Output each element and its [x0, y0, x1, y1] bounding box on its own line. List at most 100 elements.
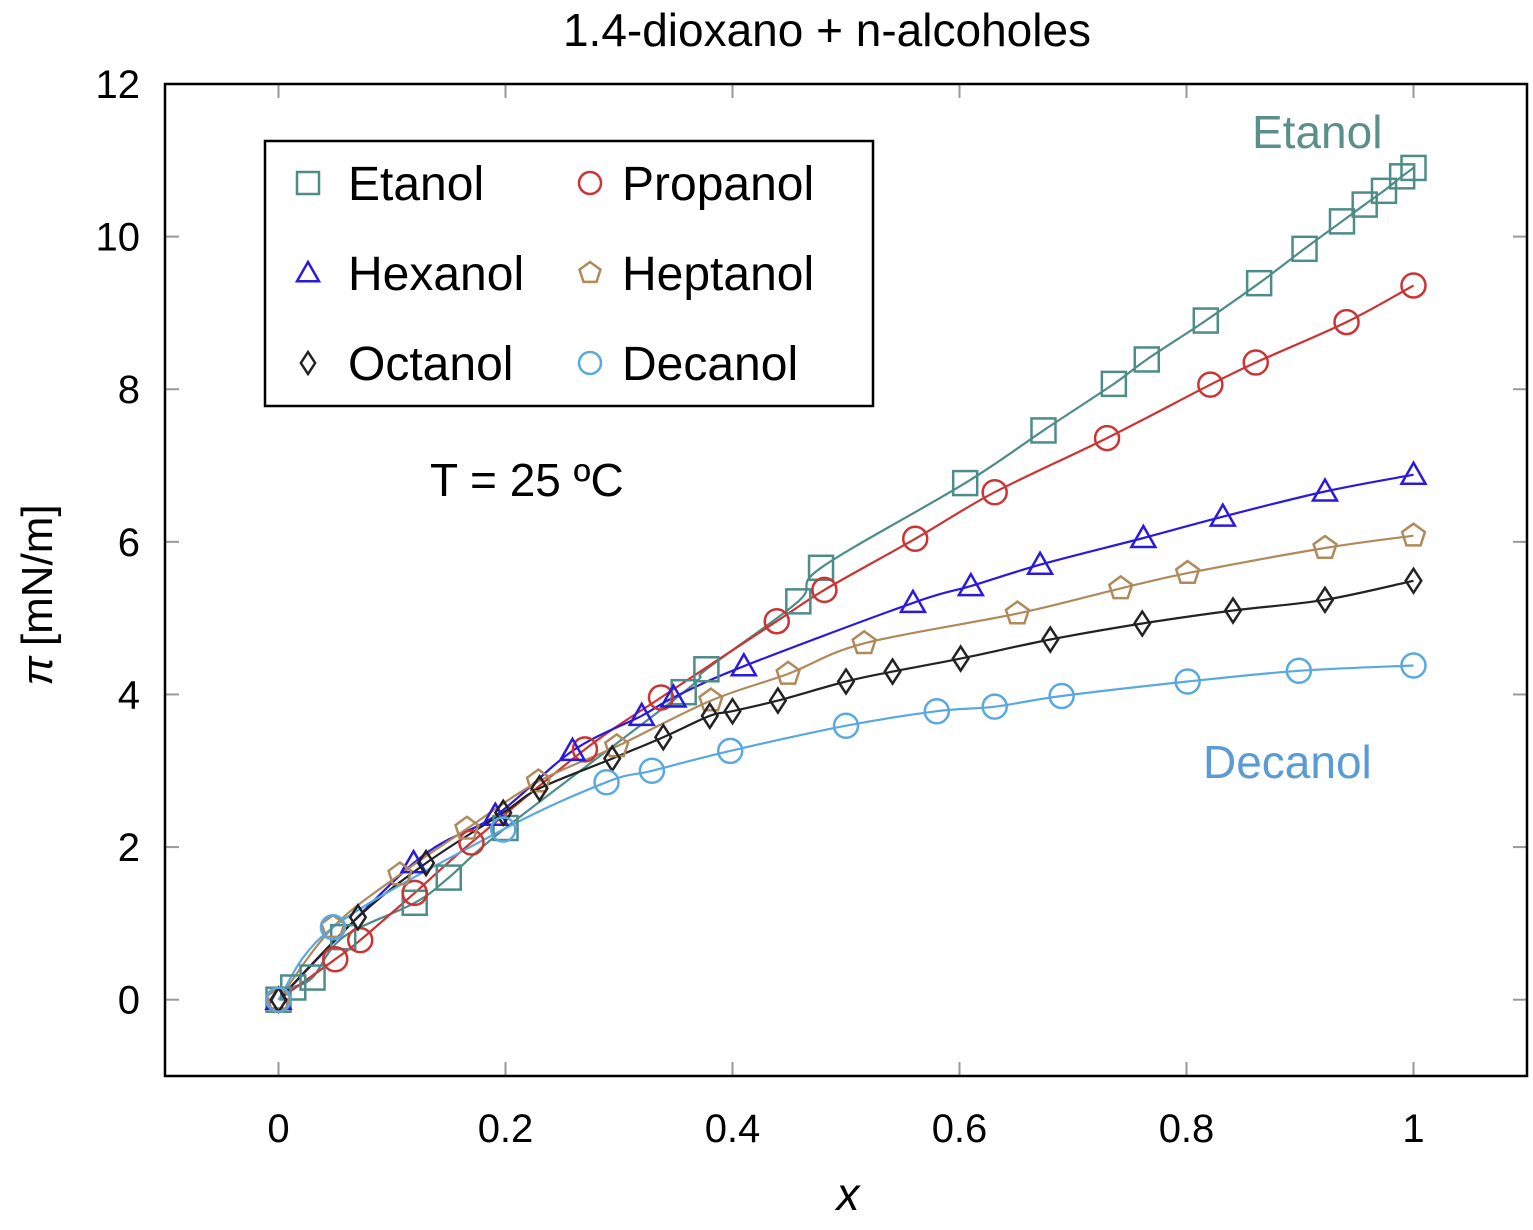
data-point-propanol: [1093, 424, 1121, 452]
x-tick-label: 0: [267, 1107, 289, 1151]
x-axis-label: x: [835, 1168, 862, 1220]
data-point-octanol: [1315, 585, 1335, 615]
x-tick-label: 0.6: [932, 1107, 988, 1151]
data-point-propanol: [811, 576, 838, 604]
temperature-annotation: T = 25 ºC: [430, 454, 624, 506]
data-point-hexanol: [481, 801, 510, 827]
data-point-octanol: [700, 701, 720, 731]
data-point-etanol: [1328, 208, 1356, 235]
data-point-heptanol: [603, 732, 630, 758]
data-point-decanol: [832, 712, 860, 739]
data-point-decanol: [1400, 652, 1427, 679]
data-point-etanol: [299, 964, 326, 991]
y-axis-label: π [mN/m]: [13, 504, 62, 685]
series-line-octanol: [277, 579, 1414, 1001]
chart-title: 1.4-dioxano + n-alcoholes: [563, 4, 1091, 56]
legend: Etanol Propanol Hexanol Heptanol Octanol Deca…: [263, 139, 875, 408]
data-point-etanol: [785, 588, 812, 615]
data-point-decanol: [319, 913, 347, 941]
data-point-heptanol: [1312, 534, 1338, 559]
data-point-hexanol: [558, 736, 587, 762]
series-line-etanol: [277, 167, 1415, 1001]
data-point-propanol: [346, 926, 374, 954]
data-point-octanol: [416, 848, 436, 878]
data-point-heptanol: [1174, 559, 1201, 585]
data-point-octanol: [836, 667, 856, 696]
data-point-propanol: [1197, 371, 1224, 398]
data-point-decanol: [981, 693, 1008, 720]
legend-label-heptanol: Heptanol: [622, 248, 814, 301]
data-point-heptanol: [1107, 574, 1134, 600]
y-axis-symbol: π: [13, 655, 62, 686]
legend-box: [263, 139, 875, 408]
legend-label-octanol: Octanol: [348, 338, 513, 391]
data-point-decanol: [638, 757, 666, 785]
data-point-octanol: [1132, 609, 1152, 638]
data-point-octanol: [1223, 596, 1243, 625]
x-tick-label: 0.2: [478, 1107, 534, 1151]
data-point-propanol: [763, 607, 791, 635]
data-point-propanol: [322, 945, 349, 973]
data-point-propanol: [1242, 349, 1269, 376]
data-point-etanol: [1030, 417, 1057, 444]
data-point-etanol: [492, 814, 519, 842]
y-tick-label: 8: [118, 368, 140, 412]
data-point-propanol: [1333, 308, 1360, 336]
legend-marker-hexanol: [294, 259, 322, 283]
data-point-hexanol: [1129, 523, 1158, 549]
data-point-propanol: [401, 879, 428, 907]
legend-label-etanol: Etanol: [348, 158, 484, 211]
data-point-octanol: [723, 696, 742, 726]
data-point-hexanol: [1310, 476, 1340, 502]
data-point-hexanol: [1025, 550, 1055, 575]
x-tick-label: 0.4: [705, 1107, 761, 1151]
y-axis-unit: [mN/m]: [13, 504, 62, 646]
data-point-propanol: [571, 736, 599, 763]
legend-marker-etanol: [295, 170, 321, 196]
data-point-octanol: [653, 722, 673, 752]
data-point-etanol: [951, 469, 979, 497]
data-point-octanol: [951, 644, 970, 673]
data-point-heptanol: [454, 815, 480, 840]
data-point-hexanol: [659, 682, 688, 708]
legend-label-decanol: Decanol: [622, 338, 798, 391]
plot-frame: [163, 82, 1529, 1078]
series-line-propanol: [277, 284, 1415, 1001]
data-point-hexanol: [1399, 460, 1428, 485]
data-point-propanol: [1400, 272, 1427, 299]
y-tick-label: 4: [118, 673, 140, 717]
data-point-decanol: [1285, 657, 1313, 685]
data-point-octanol: [883, 657, 902, 686]
data-point-decanol: [593, 768, 620, 796]
data-point-etanol: [401, 889, 428, 917]
data-point-etanol: [807, 554, 835, 582]
x-tick-label: 0.8: [1159, 1107, 1215, 1151]
y-tick-label: 0: [118, 979, 140, 1023]
etanol-label: Etanol: [1252, 106, 1382, 158]
data-point-etanol: [1291, 235, 1318, 263]
y-tick-label: 12: [96, 63, 141, 107]
data-point-octanol: [348, 902, 368, 932]
series-line-decanol: [277, 664, 1414, 1001]
data-point-decanol: [1048, 682, 1075, 710]
data-point-propanol: [901, 525, 929, 553]
data-point-hexanol: [627, 701, 656, 727]
data-point-etanol: [1133, 346, 1161, 373]
data-point-propanol: [458, 829, 485, 856]
data-point-decanol: [265, 986, 292, 1013]
data-point-propanol: [647, 684, 675, 711]
legend-marker-heptanol: [578, 260, 602, 284]
data-point-octanol: [530, 774, 549, 803]
data-point-etanol: [1400, 154, 1427, 182]
decanol-label: Decanol: [1203, 736, 1372, 788]
data-point-etanol: [693, 656, 720, 683]
data-point-decanol: [716, 737, 744, 765]
y-tick-label: 2: [118, 826, 140, 870]
data-point-heptanol: [698, 687, 724, 712]
data-point-etanol: [1245, 269, 1273, 297]
series-line-heptanol: [277, 534, 1414, 1001]
legend-marker-propanol: [577, 170, 603, 196]
data-point-hexanol: [729, 651, 759, 677]
data-point-heptanol: [1400, 522, 1427, 547]
